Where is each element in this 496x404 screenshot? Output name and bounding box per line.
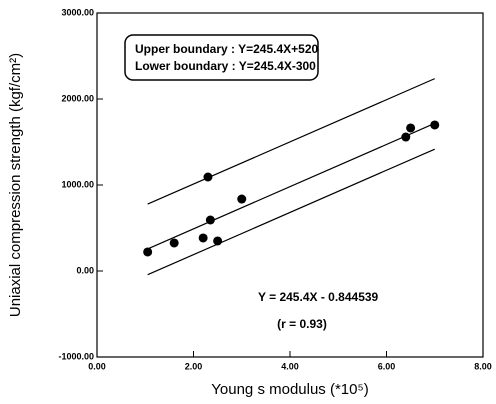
- x-tick-label: 6.00: [378, 361, 396, 371]
- data-point: [430, 120, 440, 130]
- data-point: [198, 233, 208, 243]
- data-point: [143, 247, 153, 257]
- data-point: [401, 132, 411, 142]
- fit-line: [147, 78, 435, 205]
- data-point: [205, 215, 215, 225]
- annotation: Lower boundary : Y=245.4X-300: [135, 59, 316, 73]
- x-axis-label: Young s modulus (*10⁵): [211, 381, 368, 398]
- y-tick-label: 2000.00: [61, 93, 94, 103]
- y-tick-label: 3000.00: [61, 7, 94, 17]
- y-axis-label: Uniaxial compression strength (kgf/cm²): [7, 53, 24, 317]
- x-tick-label: 8.00: [474, 361, 492, 371]
- annotation: Upper boundary : Y=245.4X+520: [135, 42, 319, 56]
- annotation: (r = 0.93): [277, 317, 327, 331]
- y-tick-label: 1000.00: [61, 179, 94, 189]
- y-tick-label: -1000.00: [58, 351, 94, 361]
- data-point: [203, 172, 213, 182]
- data-point: [237, 194, 247, 204]
- data-point: [406, 123, 416, 133]
- x-tick-label: 0.00: [88, 361, 106, 371]
- fit-line: [147, 148, 435, 276]
- annotation-box: [124, 34, 319, 81]
- x-tick-label: 4.00: [281, 361, 299, 371]
- data-point: [169, 238, 179, 248]
- x-tick-label: 2.00: [185, 361, 203, 371]
- annotation: Y = 245.4X - 0.844539: [258, 290, 379, 304]
- data-point: [213, 236, 223, 246]
- fit-line: [147, 122, 435, 250]
- y-tick-label: 0.00: [76, 265, 94, 275]
